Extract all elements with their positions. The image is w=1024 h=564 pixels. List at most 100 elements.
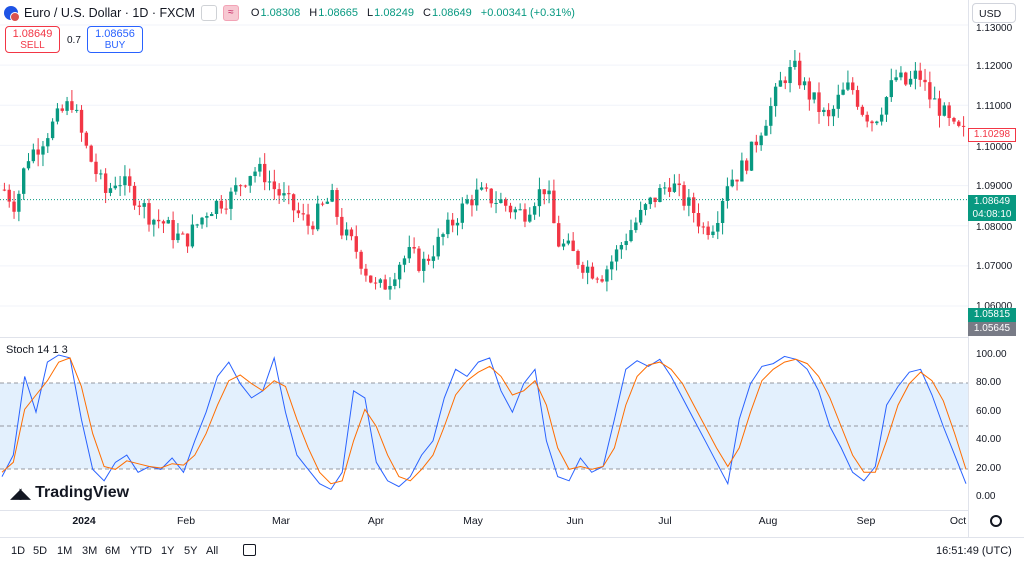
time-label: Aug xyxy=(758,515,778,527)
sell-price: 1.08649 xyxy=(12,28,53,40)
stoch-level: 0.00 xyxy=(976,491,996,502)
candle-body xyxy=(610,261,614,270)
candle-body xyxy=(682,185,686,206)
candle-body xyxy=(484,187,489,189)
high-key: H xyxy=(309,7,318,19)
candle-body xyxy=(41,146,45,155)
stoch-indicator-label[interactable]: Stoch 14 1 3 xyxy=(6,344,68,356)
candle-body xyxy=(229,191,233,209)
current-price: 1.08649 xyxy=(973,196,1011,207)
candle-body xyxy=(156,219,161,222)
candle-body xyxy=(195,224,199,226)
candle-body xyxy=(653,197,657,202)
timeframe-ytd[interactable]: YTD xyxy=(130,545,152,557)
candle-body xyxy=(571,240,575,251)
timeframe-3m[interactable]: 3M xyxy=(82,545,98,557)
stoch-level: 100.00 xyxy=(976,349,1007,360)
eye-icon[interactable] xyxy=(200,5,217,21)
calendar-icon[interactable] xyxy=(243,544,256,556)
candle-body xyxy=(89,145,93,162)
clock[interactable]: 16:51:49 (UTC) xyxy=(936,545,1012,557)
candle-body xyxy=(70,101,74,110)
candle-body xyxy=(234,185,238,192)
timeframe-all[interactable]: All xyxy=(206,545,219,557)
candle-body xyxy=(773,86,778,107)
candle-body xyxy=(783,80,787,84)
candle-body xyxy=(788,66,792,84)
candle-body xyxy=(542,189,546,195)
timeframe-5y[interactable]: 5Y xyxy=(184,545,198,557)
candle-body xyxy=(209,214,214,217)
candle-body xyxy=(870,121,874,124)
compare-icon[interactable]: ≈ xyxy=(222,5,239,21)
buy-button[interactable]: 1.08656 BUY xyxy=(87,26,143,53)
price-label: 1.13000 xyxy=(976,23,1013,34)
candle-body xyxy=(402,258,407,265)
candle-body xyxy=(942,105,946,116)
candle-body xyxy=(648,197,652,205)
candle-body xyxy=(113,185,117,189)
low-key: L xyxy=(367,7,374,19)
candle-body xyxy=(889,80,893,98)
candle-body xyxy=(176,233,180,241)
candle-body xyxy=(605,269,609,282)
timeframe-1y[interactable]: 1Y xyxy=(161,545,175,557)
candle-body xyxy=(388,285,392,290)
candle-body xyxy=(923,79,927,83)
open-key: O xyxy=(250,7,260,19)
candle-body xyxy=(84,132,89,146)
candle-body xyxy=(595,278,599,280)
candle-body xyxy=(397,264,402,280)
candle-body xyxy=(325,201,330,204)
candle-body xyxy=(137,205,142,207)
tv-logo-icon: ◢◣ xyxy=(10,485,31,502)
price-label: 1.08000 xyxy=(976,222,1013,233)
candle-body xyxy=(937,98,942,116)
price-label: 1.07000 xyxy=(976,261,1013,272)
currency-select[interactable]: USD xyxy=(972,3,1016,23)
candle-body xyxy=(557,223,561,247)
candle-body xyxy=(205,216,209,218)
candle-body xyxy=(253,171,257,177)
timeframe-5d[interactable]: 5D xyxy=(33,545,48,557)
candle-body xyxy=(465,199,469,204)
candle-body xyxy=(745,160,749,171)
timeframe-1m[interactable]: 1M xyxy=(57,545,73,557)
symbol-header: Euro / U.S. Dollar · 1D · FXCM ≈ O1.0830… xyxy=(4,2,581,24)
timeframe-1d[interactable]: 1D xyxy=(11,545,26,557)
candle-body xyxy=(282,193,286,196)
candle-body xyxy=(508,205,513,213)
candle-body xyxy=(422,258,426,271)
candle-body xyxy=(846,82,850,90)
sell-button[interactable]: 1.08649 SELL xyxy=(5,26,60,53)
tradingview-logo[interactable]: ◢◣ TradingView xyxy=(10,484,129,502)
current-price-tag: 1.08649 04:08:10 xyxy=(968,195,1016,221)
candle-body xyxy=(214,200,219,215)
candle-body xyxy=(340,216,344,236)
candle-body xyxy=(320,203,325,205)
ohlc-values: O1.08308 H1.08665 L1.08249 C1.08649 +0.0… xyxy=(251,7,581,19)
time-label: May xyxy=(463,515,483,527)
candle-body xyxy=(364,268,368,276)
candle-body xyxy=(749,141,754,171)
candle-body xyxy=(711,231,715,236)
candle-body xyxy=(759,135,763,146)
stoch-level: 60.00 xyxy=(976,406,1002,417)
sell-label: SELL xyxy=(20,40,45,51)
candle-body xyxy=(142,203,146,207)
candle-body xyxy=(947,105,951,118)
timeframe-6m[interactable]: 6M xyxy=(105,545,121,557)
close-value: 1.08649 xyxy=(431,7,472,19)
settings-gear-icon[interactable] xyxy=(990,515,1002,527)
candle-body xyxy=(460,203,464,223)
candle-body xyxy=(518,209,522,211)
candle-body xyxy=(663,187,667,189)
symbol-title[interactable]: Euro / U.S. Dollar · 1D · FXCM xyxy=(24,6,195,20)
spread-value: 0.7 xyxy=(67,35,81,46)
candle-body xyxy=(489,188,493,204)
candle-body xyxy=(354,236,358,252)
candle-body xyxy=(957,121,961,126)
candle-body xyxy=(431,256,436,261)
candle-body xyxy=(65,101,69,111)
